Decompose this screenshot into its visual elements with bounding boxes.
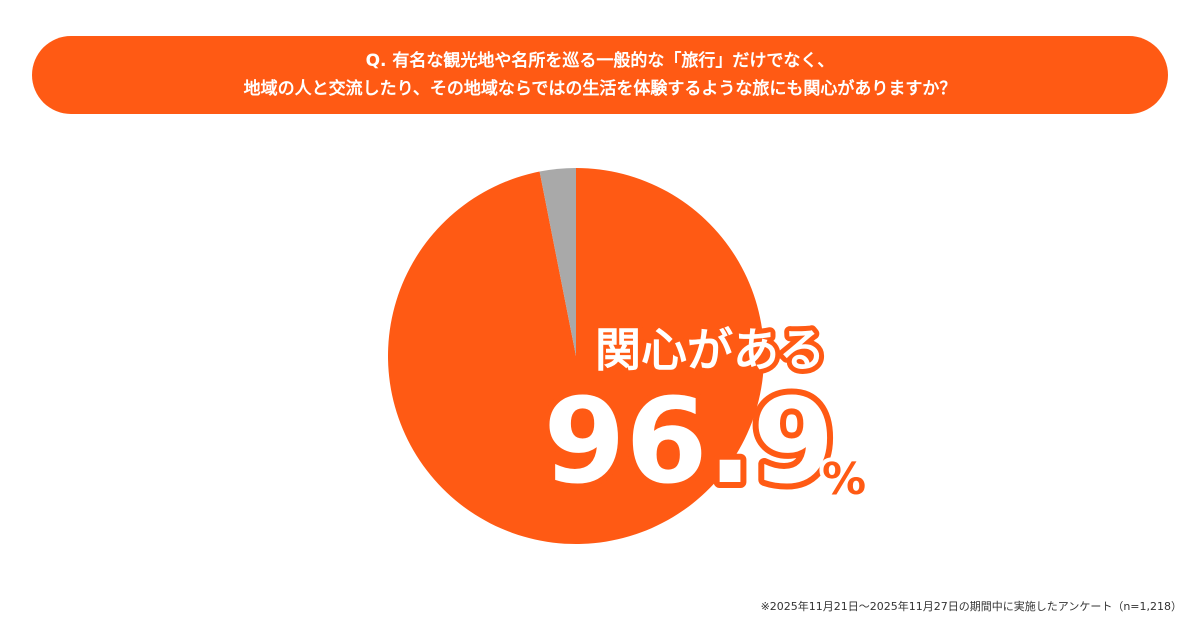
highlight-label: 関心がある (595, 323, 825, 377)
highlight-value: 96.9 (543, 372, 834, 510)
question-line-1: Q. 有名な観光地や名所を巡る一般的な「旅行」だけでなく、 (365, 51, 835, 71)
pie-slice-interested (387, 168, 764, 544)
question-line-2: 地域の人と交流したり、その地域ならではの生活を体験するような旅にも関心があります… (243, 79, 957, 99)
question-banner: Q. 有名な観光地や名所を巡る一般的な「旅行」だけでなく、 地域の人と交流したり… (32, 36, 1168, 114)
footnote: ※2025年11月21日～2025年11月27日の期間中に実施したアンケート（n… (760, 600, 1182, 613)
pie-slice-other (539, 168, 576, 356)
highlight-unit: % (822, 454, 866, 505)
